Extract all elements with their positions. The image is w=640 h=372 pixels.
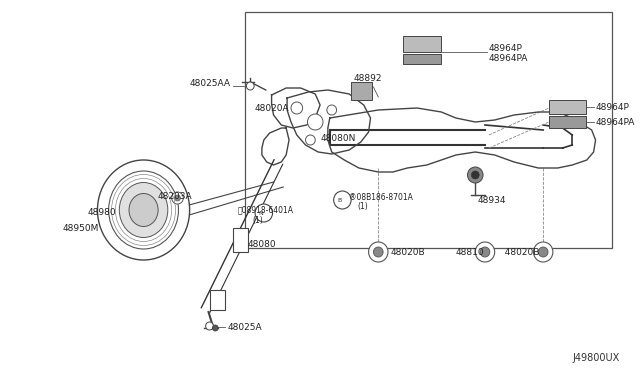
Circle shape: [472, 171, 479, 179]
Circle shape: [255, 204, 273, 222]
Circle shape: [305, 135, 316, 145]
Circle shape: [175, 195, 180, 201]
Bar: [549, 116, 586, 128]
Ellipse shape: [97, 160, 189, 260]
Circle shape: [534, 242, 553, 262]
Text: 48964PA: 48964PA: [596, 118, 635, 126]
Bar: [245, 12, 612, 248]
Text: 48950M: 48950M: [63, 224, 99, 232]
Bar: [209, 290, 225, 310]
Circle shape: [291, 102, 303, 114]
Circle shape: [480, 247, 490, 257]
Text: ⓝ08918-6401A: ⓝ08918-6401A: [237, 205, 294, 215]
Text: 48892: 48892: [354, 74, 383, 83]
Text: 48080: 48080: [247, 240, 276, 248]
Bar: [549, 100, 586, 114]
Text: B: B: [337, 198, 342, 202]
Text: 48964P: 48964P: [596, 103, 629, 112]
Text: N: N: [259, 211, 263, 215]
Text: 48980: 48980: [87, 208, 116, 217]
Text: 48080N: 48080N: [320, 134, 355, 142]
Circle shape: [468, 167, 483, 183]
Text: (1): (1): [357, 202, 368, 211]
Circle shape: [333, 191, 351, 209]
Circle shape: [246, 82, 254, 90]
Bar: [351, 82, 372, 100]
Ellipse shape: [129, 193, 158, 227]
Text: J49800UX: J49800UX: [572, 353, 620, 363]
Circle shape: [476, 242, 495, 262]
Circle shape: [212, 325, 218, 331]
Text: 48020B: 48020B: [499, 247, 539, 257]
Text: (1): (1): [252, 215, 263, 224]
Circle shape: [538, 247, 548, 257]
Text: 48020B: 48020B: [391, 247, 426, 257]
Text: 48964P: 48964P: [489, 44, 523, 52]
Text: ®08B186-8701A: ®08B186-8701A: [349, 192, 413, 202]
Text: 48810: 48810: [456, 247, 484, 257]
Circle shape: [205, 322, 213, 330]
Text: 48203A: 48203A: [157, 192, 192, 201]
Bar: [403, 36, 442, 52]
Bar: [233, 228, 248, 252]
Text: 48020A: 48020A: [254, 103, 289, 112]
Circle shape: [327, 105, 337, 115]
Ellipse shape: [109, 171, 179, 249]
Text: 48025A: 48025A: [228, 324, 262, 333]
Bar: [403, 54, 442, 64]
Ellipse shape: [119, 183, 168, 237]
Text: 48025AA: 48025AA: [189, 78, 230, 87]
Circle shape: [172, 192, 183, 204]
Text: 48964PA: 48964PA: [489, 54, 528, 62]
Circle shape: [307, 114, 323, 130]
Circle shape: [369, 242, 388, 262]
Text: 48934: 48934: [477, 196, 506, 205]
Circle shape: [373, 247, 383, 257]
